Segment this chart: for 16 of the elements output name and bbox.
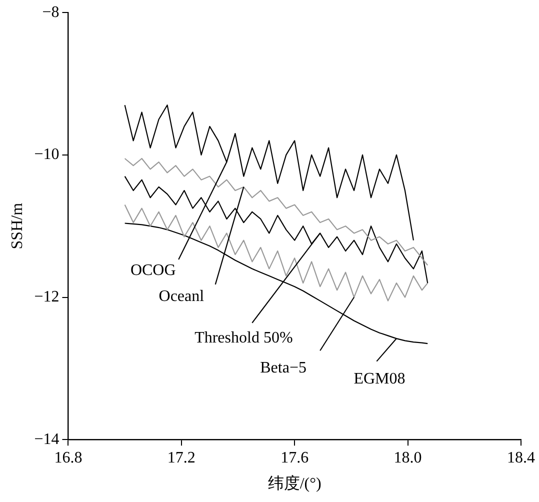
x-tick-label: 17.2 (167, 449, 196, 466)
y-tick-label: −12 (34, 288, 60, 306)
text: Threshold 50% (194, 330, 293, 347)
x-tick-label: 18.4 (507, 449, 535, 466)
x-tick-label: 16.8 (54, 449, 82, 466)
y-tick-label: −8 (42, 4, 60, 21)
y-tick-label: −14 (34, 430, 60, 448)
y-axis-title: SSH/m (8, 202, 26, 250)
x-axis-title: 纬度/(°) (268, 474, 322, 493)
legend-label: EGM08 (354, 370, 406, 388)
x-tick-label: 17.6 (280, 449, 309, 466)
x-tick-label: 18.0 (394, 449, 422, 466)
y-tick-label: −10 (34, 146, 60, 164)
text: Oceanl (158, 288, 205, 305)
text: Beta−5 (260, 360, 306, 377)
text: OCOG (130, 262, 176, 280)
